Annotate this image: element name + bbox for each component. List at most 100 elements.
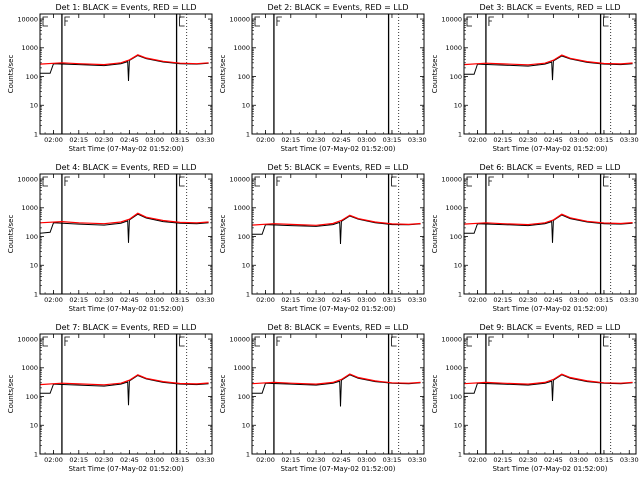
x-tick-label: 02:45 — [120, 456, 139, 464]
series-events-line — [40, 374, 209, 406]
y-tick-label: 10 — [454, 422, 462, 430]
x-tick-label: 03:15 — [171, 296, 190, 304]
series-lld-line — [463, 54, 633, 66]
plot-frame — [39, 333, 213, 455]
x-tick-label: 03:30 — [408, 296, 427, 304]
y-tick-label: 1000 — [233, 44, 250, 52]
chart-title: Det 3: BLACK = Events, RED = LLD — [480, 3, 621, 12]
y-tick-label: 10 — [242, 422, 250, 430]
x-axis-label: Start Time (07-May-02 01:52:00) — [68, 145, 183, 153]
y-tick-label: 10000 — [229, 15, 250, 23]
y-tick-label: 1 — [246, 450, 250, 458]
y-tick-label: 1000 — [21, 44, 38, 52]
y-tick-label: 1 — [458, 450, 462, 458]
series-events-line — [252, 374, 421, 407]
y-axis-label: Counts/sec — [219, 55, 227, 94]
y-axis-label: Counts/sec — [431, 375, 439, 414]
y-tick-label: 100 — [26, 73, 38, 81]
plot-frame — [39, 173, 213, 295]
x-tick-label: 02:15 — [69, 456, 88, 464]
marker-left — [466, 16, 472, 27]
series-lld-line — [251, 373, 421, 385]
marker-middle — [488, 16, 494, 26]
y-tick-label: 10 — [242, 262, 250, 270]
chart-title: Det 4: BLACK = Events, RED = LLD — [56, 163, 197, 172]
chart-panel-9: Det 9: BLACK = Events, RED = LLD Counts/s… — [431, 323, 639, 473]
y-tick-label: 100 — [450, 73, 462, 81]
marker-middle — [488, 176, 494, 186]
x-tick-label: 02:15 — [281, 456, 300, 464]
x-tick-label: 02:45 — [332, 456, 351, 464]
x-tick-label: 02:30 — [519, 136, 538, 144]
y-tick-label: 1 — [458, 290, 462, 298]
x-tick-label: 02:15 — [281, 136, 300, 144]
x-tick-label: 03:30 — [408, 136, 427, 144]
marker-right — [179, 336, 185, 347]
x-tick-label: 03:15 — [171, 456, 190, 464]
series-lld-line — [39, 212, 209, 225]
chart-title: Det 7: BLACK = Events, RED = LLD — [56, 323, 197, 332]
x-tick-label: 03:30 — [620, 136, 639, 144]
y-tick-label: 10000 — [441, 335, 462, 343]
marker-middle — [276, 176, 282, 186]
x-tick-label: 03:15 — [595, 456, 614, 464]
y-tick-label: 100 — [26, 393, 38, 401]
chart-panel-3: Det 3: BLACK = Events, RED = LLD Counts/s… — [431, 3, 639, 153]
x-tick-label: 02:15 — [69, 136, 88, 144]
x-tick-label: 02:00 — [468, 456, 487, 464]
series-events-line — [464, 214, 633, 243]
y-tick-label: 100 — [26, 233, 38, 241]
series-lld-line — [39, 374, 209, 386]
series-events-line — [252, 215, 421, 245]
x-axis-label: Start Time (07-May-02 01:52:00) — [68, 465, 183, 473]
marker-left — [466, 336, 472, 347]
y-tick-label: 10000 — [229, 175, 250, 183]
series-events-line — [464, 55, 633, 81]
plot-frame — [463, 173, 637, 295]
y-tick-label: 10000 — [17, 175, 38, 183]
marker-right — [391, 336, 397, 347]
x-tick-label: 03:30 — [196, 456, 215, 464]
x-tick-label: 03:30 — [620, 456, 639, 464]
marker-left — [466, 176, 472, 187]
x-axis-label: Start Time (07-May-02 01:52:00) — [280, 465, 395, 473]
y-tick-label: 10 — [30, 102, 38, 110]
y-axis-label: Counts/sec — [7, 215, 15, 254]
x-tick-label: 03:00 — [145, 136, 164, 144]
x-axis-label: Start Time (07-May-02 01:52:00) — [280, 145, 395, 153]
y-tick-label: 1 — [246, 130, 250, 138]
marker-left — [254, 176, 260, 187]
x-tick-label: 03:00 — [569, 136, 588, 144]
chart-panel-6: Det 6: BLACK = Events, RED = LLD Counts/s… — [431, 163, 639, 313]
chart-title: Det 8: BLACK = Events, RED = LLD — [268, 323, 409, 332]
x-axis-label: Start Time (07-May-02 01:52:00) — [68, 305, 183, 313]
marker-middle — [64, 176, 70, 186]
x-tick-label: 03:00 — [357, 136, 376, 144]
x-tick-label: 02:45 — [544, 456, 563, 464]
y-tick-label: 1 — [458, 130, 462, 138]
x-tick-label: 03:15 — [595, 296, 614, 304]
x-tick-label: 02:15 — [493, 136, 512, 144]
y-tick-label: 1000 — [21, 204, 38, 212]
x-tick-label: 02:30 — [95, 456, 114, 464]
chart-title: Det 2: BLACK = Events, RED = LLD — [268, 3, 409, 12]
series-lld-line — [251, 214, 421, 226]
marker-right — [179, 176, 185, 187]
y-tick-label: 10000 — [229, 335, 250, 343]
x-tick-label: 03:30 — [196, 136, 215, 144]
marker-middle — [64, 336, 70, 346]
y-tick-label: 1000 — [233, 204, 250, 212]
marker-left — [42, 16, 48, 27]
x-tick-label: 02:30 — [95, 296, 114, 304]
x-tick-label: 02:00 — [468, 136, 487, 144]
x-tick-label: 02:45 — [120, 136, 139, 144]
chart-panel-8: Det 8: BLACK = Events, RED = LLD Counts/s… — [219, 323, 427, 473]
y-axis-label: Counts/sec — [219, 375, 227, 414]
x-tick-label: 02:15 — [493, 456, 512, 464]
chart-panel-1: Det 1: BLACK = Events, RED = LLD Counts/s… — [7, 3, 215, 153]
y-tick-label: 10000 — [17, 15, 38, 23]
x-tick-label: 03:30 — [196, 296, 215, 304]
x-tick-label: 02:30 — [307, 456, 326, 464]
x-tick-label: 03:00 — [357, 456, 376, 464]
marker-right — [603, 16, 609, 27]
